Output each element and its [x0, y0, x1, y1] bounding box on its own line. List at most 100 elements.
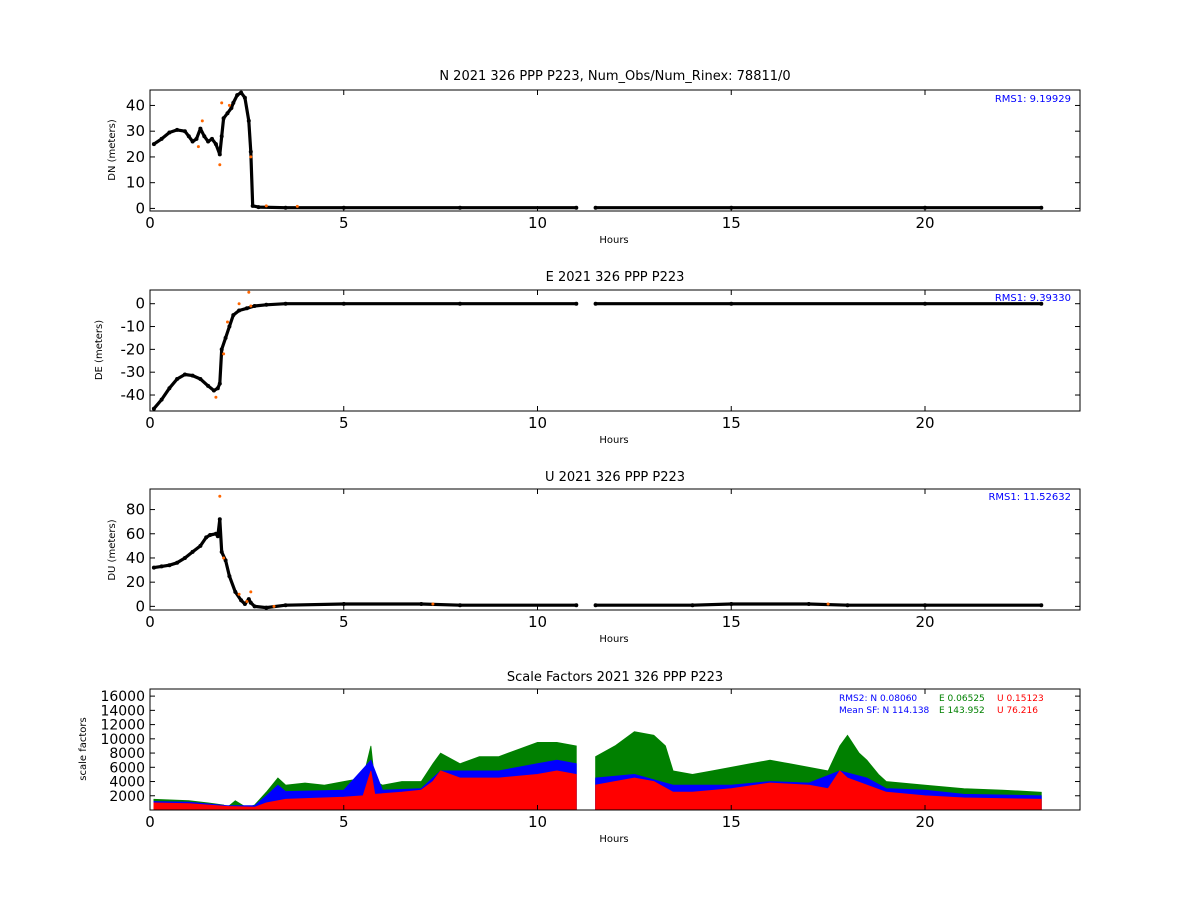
y-tick-label: 20: [126, 148, 145, 166]
data-point: [210, 136, 214, 141]
data-point: [190, 373, 195, 378]
data-point: [248, 600, 253, 605]
y-tick-label: 40: [126, 549, 145, 567]
y-tick-label: 20: [126, 573, 145, 591]
data-point: [219, 549, 224, 554]
panel-scale-factors: Scale Factors 2021 326 PPP P223 scale fa…: [78, 670, 1081, 845]
outlier-point: [826, 602, 830, 606]
data-point: [213, 142, 218, 147]
series-u-band: [595, 770, 1042, 811]
y-tick-label: -40: [121, 386, 146, 404]
outlier-point: [237, 302, 241, 306]
outlier-point: [218, 163, 222, 167]
data-point: [182, 129, 187, 134]
outlier-point: [249, 304, 253, 308]
y-tick-label: 0: [135, 295, 145, 313]
rms1-annotation: RMS1: 11.52632: [988, 492, 1071, 503]
data-point: [574, 301, 579, 306]
data-point: [458, 603, 462, 608]
data-point: [233, 589, 238, 594]
data-point: [237, 308, 242, 313]
outlier-point: [245, 600, 249, 603]
y-axis-label: DE (meters): [94, 320, 105, 380]
data-point: [151, 565, 156, 570]
x-tick-label: 5: [339, 414, 349, 432]
x-tick-label: 20: [915, 214, 934, 232]
outlier-point: [227, 103, 231, 107]
data-point: [419, 602, 424, 606]
data-point: [198, 543, 203, 548]
data-point: [1039, 205, 1044, 210]
outlier-point: [214, 395, 218, 399]
x-tick-label: 15: [722, 214, 741, 232]
data-point: [159, 397, 164, 402]
data-point: [252, 604, 257, 609]
x-tick-label: 5: [339, 813, 349, 831]
y-tick-label: 14000: [100, 703, 145, 719]
data-point: [242, 602, 247, 606]
plot-area: [151, 290, 1044, 411]
data-point: [341, 602, 346, 606]
rms1-annotation: RMS1: 9.19929: [995, 94, 1071, 105]
outlier-point: [264, 204, 268, 208]
plot-area: [153, 731, 1042, 811]
chart-title: E 2021 326 PPP P223: [546, 270, 685, 285]
x-tick-label: 5: [339, 214, 349, 232]
y-axis-label: DU (meters): [107, 519, 118, 580]
x-tick-label: 15: [722, 813, 741, 831]
data-point: [458, 205, 462, 210]
data-point: [729, 301, 734, 306]
data-point: [458, 301, 462, 306]
data-point: [175, 377, 180, 381]
data-point: [215, 386, 220, 391]
data-point: [190, 139, 195, 144]
data-point: [204, 535, 209, 540]
data-point: [159, 136, 164, 141]
data-point: [227, 574, 232, 579]
data-point: [593, 205, 598, 210]
data-point: [182, 556, 187, 560]
data-point: [151, 142, 156, 147]
data-point: [252, 304, 257, 308]
x-axis-label: Hours: [599, 634, 628, 645]
x-tick-label: 0: [145, 214, 155, 232]
series-u-band: [153, 770, 577, 811]
y-tick-label: 4000: [109, 775, 145, 791]
x-axis-label: Hours: [599, 435, 628, 446]
y-tick-label: 60: [126, 525, 145, 543]
rms2-n-stat: RMS2: N 0.08060: [839, 694, 917, 704]
mean-sf-e-stat: E 143.952: [939, 706, 985, 716]
x-tick-label: 0: [145, 613, 155, 631]
data-point: [845, 603, 850, 608]
outlier-point: [247, 290, 251, 294]
data-point: [198, 377, 203, 381]
y-tick-label: 40: [126, 96, 145, 114]
data-point: [167, 563, 172, 568]
data-point: [198, 126, 203, 131]
data-point: [264, 605, 269, 610]
data-point: [186, 134, 191, 139]
x-axis-label: Hours: [599, 834, 628, 845]
y-tick-label: 12000: [100, 718, 145, 734]
y-tick-label: 8000: [109, 746, 145, 762]
data-point: [283, 205, 288, 210]
outlier-point: [226, 320, 229, 324]
data-point: [246, 118, 251, 123]
y-tick-label: -10: [121, 318, 146, 336]
rms2-e-stat: E 0.06525: [939, 694, 985, 704]
data-point: [239, 598, 244, 603]
data-point: [574, 205, 579, 210]
data-point: [175, 560, 180, 565]
data-point: [206, 139, 211, 144]
data-point: [202, 134, 207, 139]
x-tick-label: 15: [722, 613, 741, 631]
axes-frame: [149, 688, 1081, 811]
x-tick-label: 10: [528, 813, 547, 831]
outlier-point: [200, 119, 204, 123]
y-tick-label: 0: [135, 597, 145, 615]
y-tick-label: 6000: [109, 760, 145, 776]
y-tick-label: -20: [121, 340, 146, 358]
panel-de: E 2021 326 PPP P223 DE (meters) Hours RM…: [94, 270, 1081, 446]
data-point: [283, 301, 288, 306]
x-tick-label: 10: [528, 613, 547, 631]
